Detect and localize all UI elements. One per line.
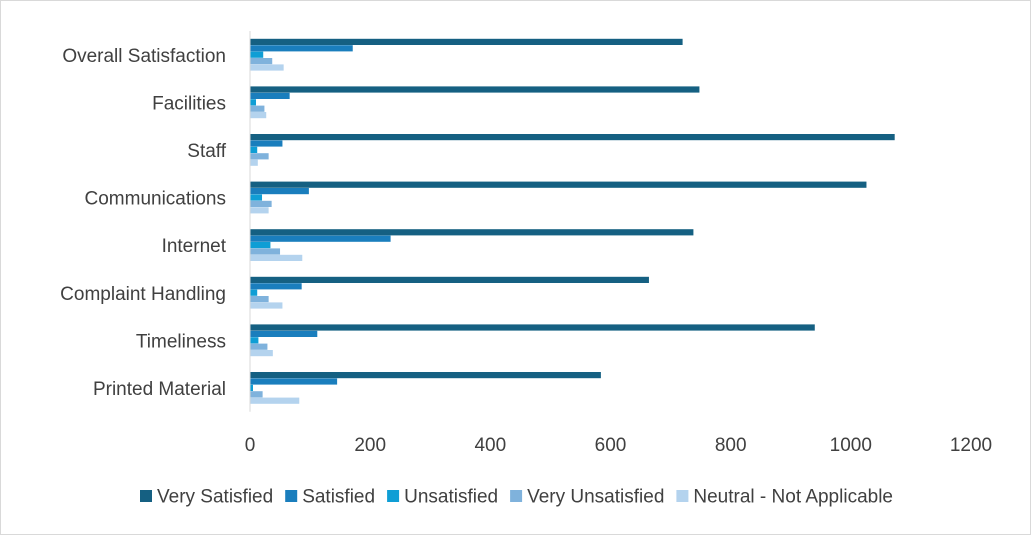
bar-internet-neutral-not-applicable	[250, 254, 303, 261]
legend-label-neutral-not-applicable: Neutral - Not Applicable	[693, 487, 893, 508]
bar-overall-satisfaction-very-satisfied	[250, 38, 683, 45]
category-label: Printed Material	[93, 379, 226, 400]
bar-communications-unsatisfied	[250, 194, 263, 201]
category-label: Timeliness	[136, 331, 226, 352]
legend: Very Satisfied Satisfied Unsatisfied Very U…	[140, 487, 893, 508]
bar-communications-very-unsatisfied	[250, 200, 272, 207]
bar-communications-very-satisfied	[250, 181, 867, 188]
tick-label: 600	[595, 435, 627, 456]
bar-staff-very-satisfied	[250, 134, 895, 141]
legend-swatch-very-unsatisfied	[510, 490, 523, 502]
bar-overall-satisfaction-satisfied	[250, 45, 353, 52]
bar-internet-very-satisfied	[250, 229, 694, 236]
legend-label-satisfied: Satisfied	[302, 487, 375, 508]
legend-label-unsatisfied: Unsatisfied	[404, 487, 498, 508]
bar-facilities-unsatisfied	[250, 99, 257, 106]
tick-label: 1200	[950, 435, 992, 456]
category-label: Facilities	[152, 93, 226, 114]
bar-facilities-very-unsatisfied	[250, 105, 265, 112]
bar-complaint-handling-satisfied	[250, 283, 302, 290]
bar-complaint-handling-very-satisfied	[250, 276, 649, 283]
category-label: Staff	[187, 141, 226, 162]
bar-staff-satisfied	[250, 140, 283, 147]
bar-printed-material-satisfied	[250, 378, 338, 385]
tick-label: 400	[474, 435, 506, 456]
legend-swatch-unsatisfied	[387, 490, 400, 502]
bar-printed-material-very-unsatisfied	[250, 391, 263, 398]
bar-timeliness-very-satisfied	[250, 324, 815, 331]
bar-complaint-handling-neutral-not-applicable	[250, 302, 283, 309]
bar-overall-satisfaction-unsatisfied	[250, 51, 264, 58]
bar-internet-satisfied	[250, 235, 391, 242]
legend-swatch-satisfied	[285, 490, 298, 502]
category-label: Complaint Handling	[60, 284, 226, 305]
bars-group	[250, 38, 895, 404]
category-labels: Overall Satisfaction Facilities Staff Commu…	[60, 46, 227, 400]
category-label: Internet	[162, 236, 227, 257]
bar-complaint-handling-unsatisfied	[250, 289, 258, 296]
bar-staff-neutral-not-applicable	[250, 159, 258, 166]
bar-overall-satisfaction-neutral-not-applicable	[250, 64, 284, 71]
bar-timeliness-unsatisfied	[250, 337, 259, 344]
bar-staff-very-unsatisfied	[250, 153, 269, 160]
category-label: Communications	[85, 189, 227, 210]
tick-label: 0	[245, 435, 256, 456]
bar-internet-unsatisfied	[250, 242, 271, 249]
legend-swatch-very-satisfied	[140, 490, 152, 502]
bar-communications-neutral-not-applicable	[250, 207, 269, 214]
category-label: Overall Satisfaction	[62, 46, 226, 67]
bar-timeliness-neutral-not-applicable	[250, 350, 273, 357]
bar-internet-very-unsatisfied	[250, 248, 281, 255]
bar-printed-material-neutral-not-applicable	[250, 397, 300, 404]
tick-label: 200	[354, 435, 386, 456]
bar-overall-satisfaction-very-unsatisfied	[250, 58, 273, 65]
legend-label-very-satisfied: Very Satisfied	[157, 487, 273, 508]
bar-complaint-handling-very-unsatisfied	[250, 296, 269, 303]
bar-staff-unsatisfied	[250, 146, 258, 153]
bar-facilities-satisfied	[250, 92, 290, 99]
bar-timeliness-satisfied	[250, 330, 318, 337]
tick-label: 1000	[830, 435, 872, 456]
bar-printed-material-unsatisfied	[250, 384, 253, 391]
bar-facilities-very-satisfied	[250, 86, 700, 93]
bar-facilities-neutral-not-applicable	[250, 112, 267, 119]
bar-communications-satisfied	[250, 188, 309, 195]
tick-label: 800	[715, 435, 747, 456]
bar-printed-material-very-satisfied	[250, 372, 601, 379]
bar-timeliness-very-unsatisfied	[250, 343, 268, 350]
value-axis-tick-labels: 0 200 400 600 800 1000 1200	[245, 435, 992, 456]
legend-swatch-neutral-not-applicable	[676, 490, 689, 502]
legend-label-very-unsatisfied: Very Unsatisfied	[527, 487, 664, 508]
